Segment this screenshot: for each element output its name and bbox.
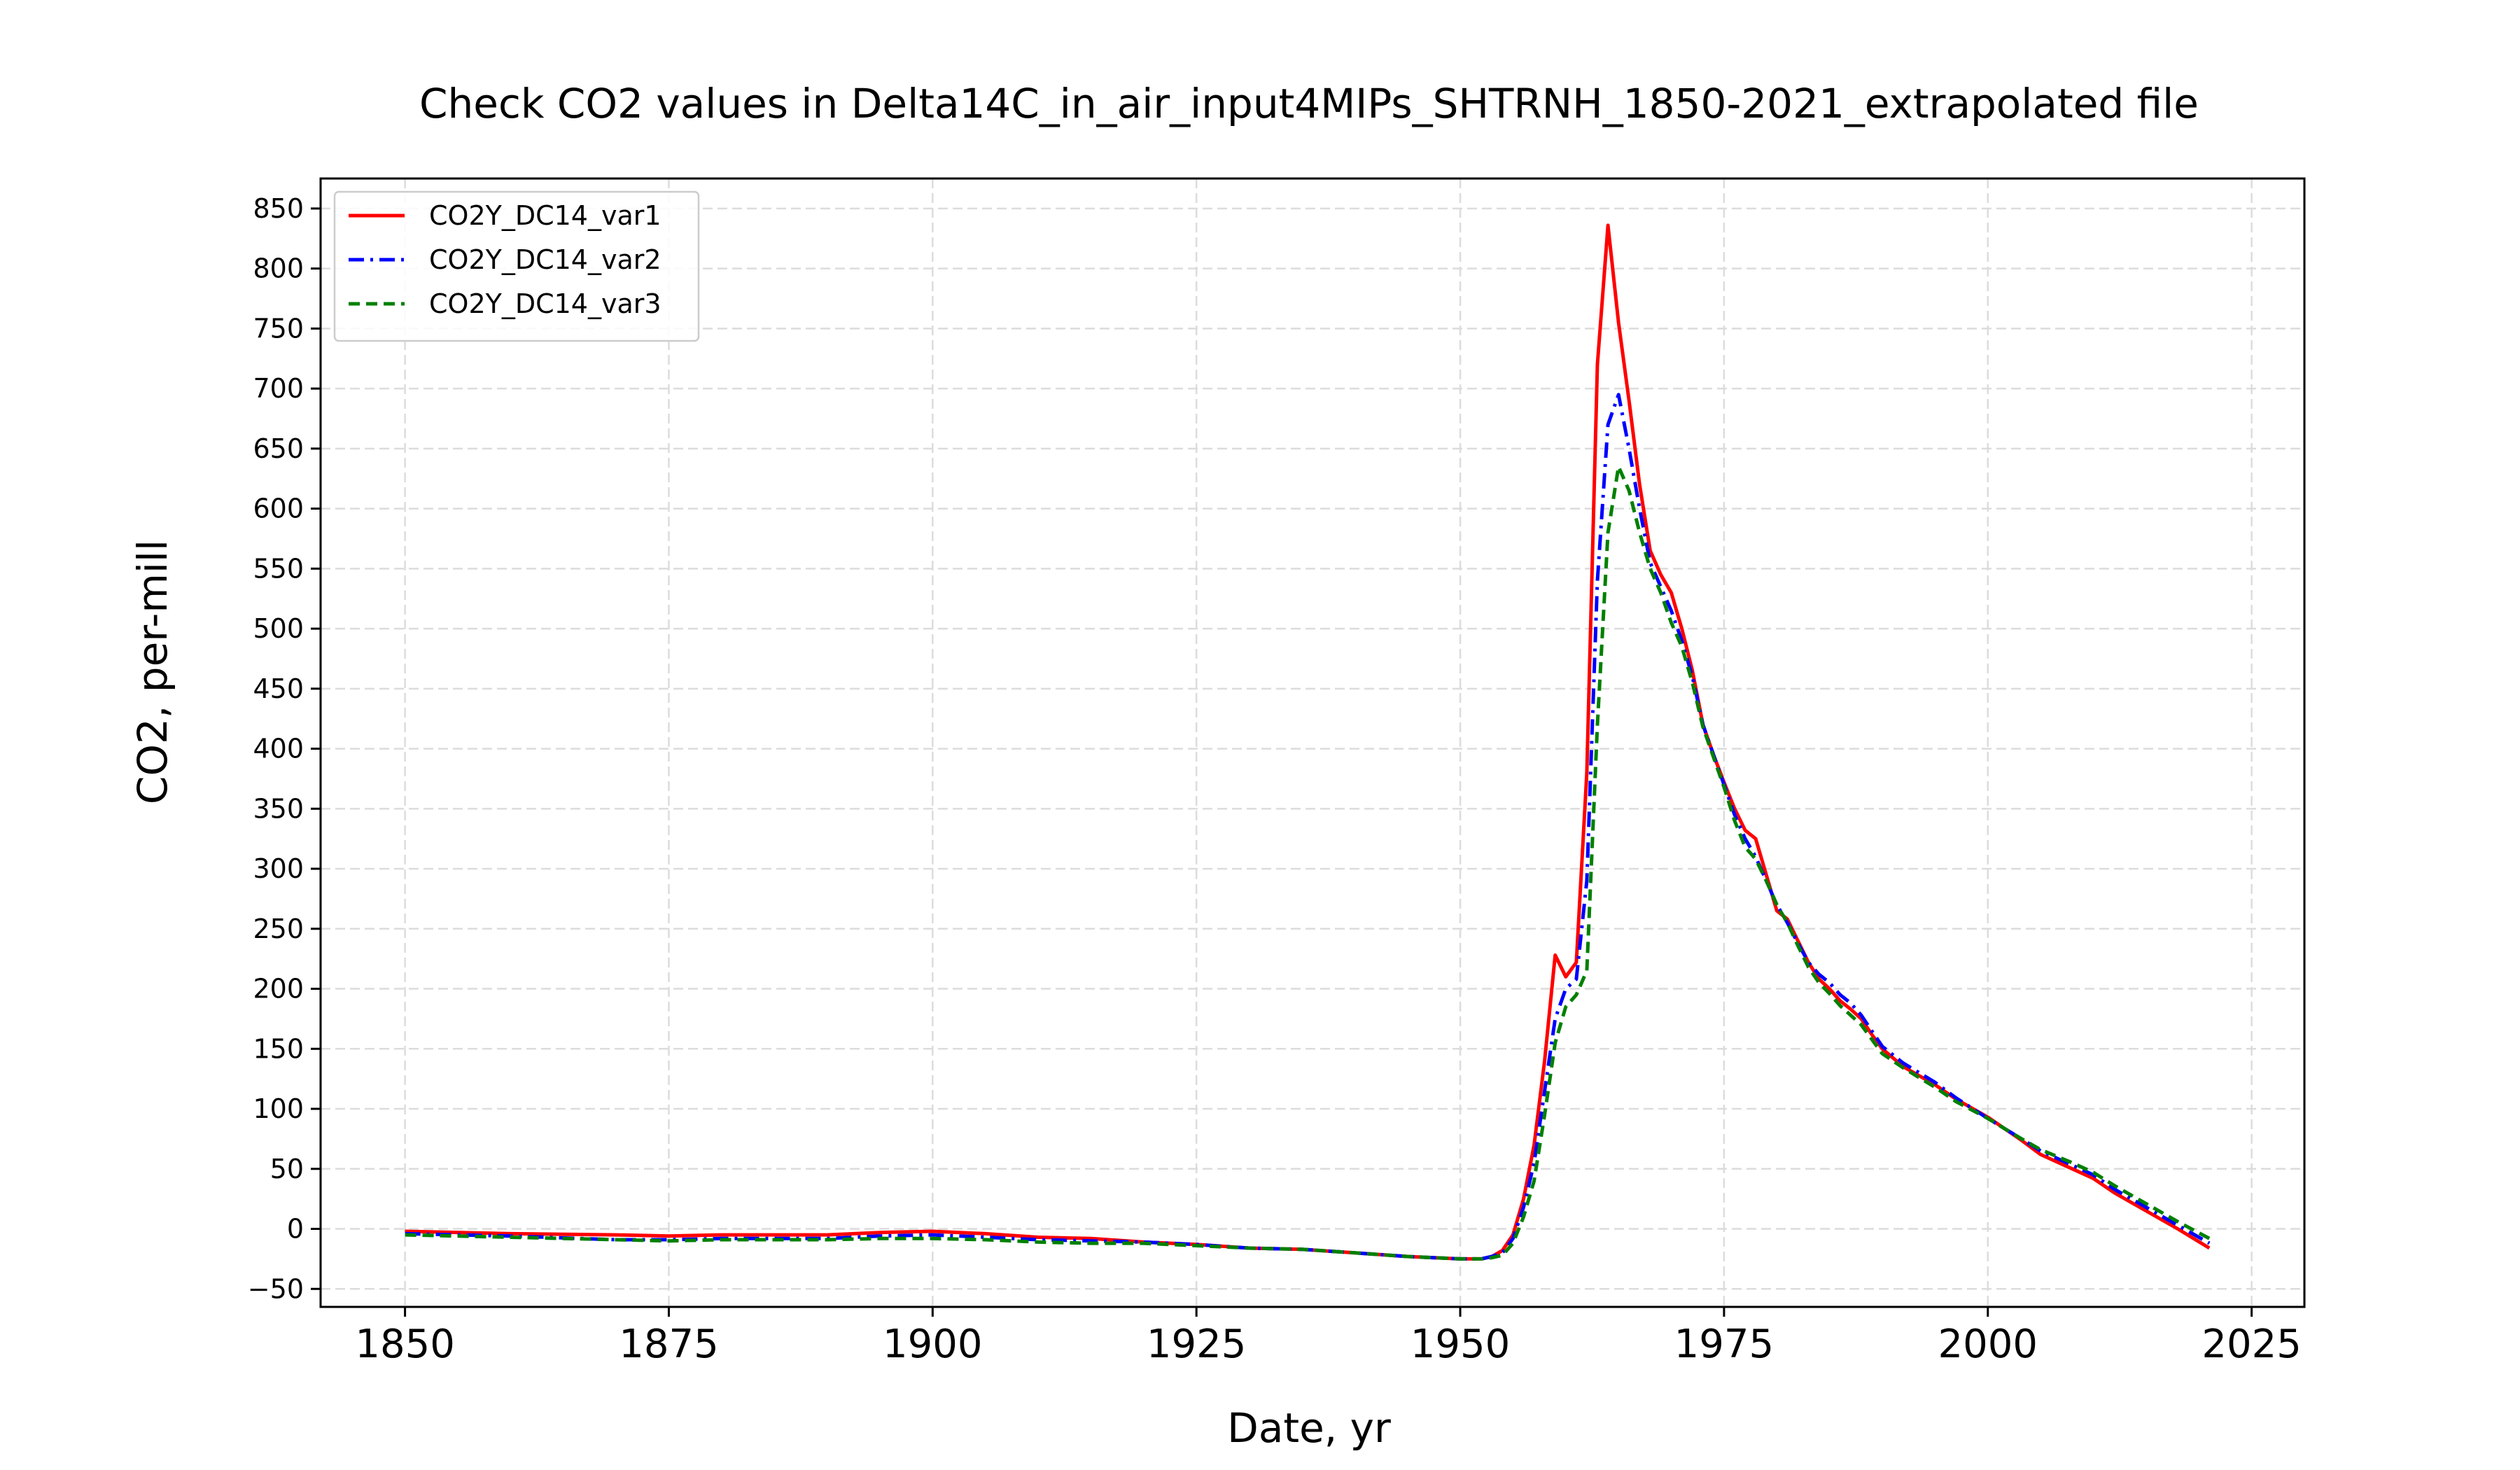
y-tick-label: 300	[253, 853, 304, 884]
x-tick-label: 2025	[2202, 1322, 2302, 1367]
y-tick-label: 100	[253, 1093, 304, 1124]
series-line-2	[405, 393, 2211, 1261]
y-axis-label: CO2, per-mill	[129, 540, 176, 804]
y-tick-label: 800	[253, 253, 304, 284]
series-lines	[405, 223, 2211, 1261]
grid	[321, 178, 2304, 1307]
legend: CO2Y_DC14_var1 CO2Y_DC14_var2 CO2Y_DC14_va…	[333, 190, 700, 342]
legend-label-2: CO2Y_DC14_var2	[429, 244, 662, 275]
plot-frame	[319, 177, 2306, 1308]
x-tick-label: 1925	[1147, 1322, 1247, 1367]
y-tick-label: 400	[253, 734, 304, 764]
y-tick-label: 350	[253, 793, 304, 824]
y-tick-label: 150	[253, 1033, 304, 1064]
y-tick-label: 450	[253, 673, 304, 704]
y-tick-label: 200	[253, 974, 304, 1004]
y-tick-label: 50	[270, 1154, 304, 1184]
y-tick-label: −50	[248, 1273, 304, 1304]
legend-box	[333, 190, 700, 342]
x-tick-label: 1950	[1410, 1322, 1511, 1367]
y-tick-label: 250	[253, 913, 304, 944]
legend-label-1: CO2Y_DC14_var1	[429, 200, 662, 231]
y-tick-label: 750	[253, 313, 304, 344]
x-tick-label: 1850	[355, 1322, 455, 1367]
x-tick-label: 1975	[1674, 1322, 1774, 1367]
series-line-3	[405, 465, 2211, 1261]
x-axis-label: Date, yr	[1227, 1404, 1391, 1452]
axes: 1850 1875 1900 1925 1950 1975 2000 2025 −50 0 50 10…	[248, 177, 2306, 1367]
x-tick-label: 1900	[883, 1322, 983, 1367]
y-tick-label: 550	[253, 553, 304, 584]
x-tick-label: 2000	[1938, 1322, 2038, 1367]
chart-title: Check CO2 values in Delta14C_in_air_inpu…	[419, 80, 2199, 127]
legend-label-3: CO2Y_DC14_var3	[429, 288, 662, 319]
y-tick-label: 850	[253, 193, 304, 224]
x-tick-label: 1875	[619, 1322, 719, 1367]
series-line-1	[405, 223, 2211, 1261]
y-tick-label: 650	[253, 433, 304, 464]
y-tick-label: 600	[253, 493, 304, 524]
y-tick-label: 0	[287, 1214, 304, 1245]
y-tick-label: 700	[253, 373, 304, 404]
y-tick-label: 500	[253, 613, 304, 644]
